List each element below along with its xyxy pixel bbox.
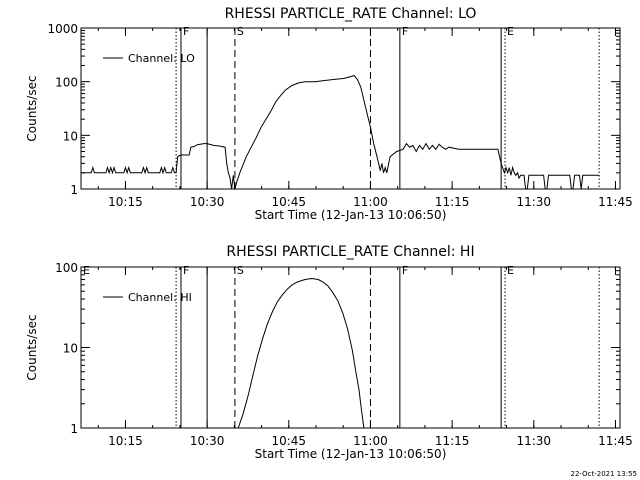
- x-axis-label: Start Time (12-Jan-13 10:06:50): [255, 208, 447, 222]
- y-tick-label: 100: [55, 261, 78, 275]
- event-marker-label: S: [237, 25, 244, 38]
- series-line: [237, 277, 365, 429]
- event-marker-label: F: [402, 25, 408, 38]
- x-tick-label: 11:00: [353, 434, 388, 448]
- x-axis-label: Start Time (12-Jan-13 10:06:50): [255, 447, 447, 461]
- legend-label: Channel: LO: [128, 52, 195, 65]
- y-tick-label: 10: [63, 342, 78, 356]
- x-tick-label: 10:15: [108, 434, 143, 448]
- event-marker-label: S: [237, 264, 244, 277]
- y-axis-label: Counts/sec: [25, 314, 39, 380]
- series-line: [81, 75, 600, 190]
- event-marker-label: F: [183, 264, 189, 277]
- y-tick-label: 1: [70, 183, 78, 197]
- y-tick-label: 1000: [47, 22, 78, 36]
- event-marker-label: E: [507, 264, 514, 277]
- panel-lo: RHESSI PARTICLE_RATE Channel: LO 10:15 10:…: [25, 6, 633, 222]
- chart-title: RHESSI PARTICLE_RATE Channel: LO: [225, 6, 477, 22]
- x-tick-label: 11:15: [435, 195, 470, 209]
- y-tick-label: 10: [63, 129, 78, 143]
- x-tick-label: 10:30: [190, 434, 225, 448]
- y-axis-label: Counts/sec: [25, 75, 39, 141]
- chart-title: RHESSI PARTICLE_RATE Channel: HI: [226, 244, 474, 260]
- legend-label: Channel: HI: [128, 291, 192, 304]
- event-marker-label: F: [402, 264, 408, 277]
- event-marker-label: E: [83, 264, 90, 277]
- x-tick-label: 11:30: [516, 195, 551, 209]
- x-tick-label: 11:00: [353, 195, 388, 209]
- panel-hi: RHESSI PARTICLE_RATE Channel: HI 10:15 10:…: [25, 244, 633, 461]
- x-tick-label: 10:15: [108, 195, 143, 209]
- x-tick-label: 10:30: [190, 195, 225, 209]
- event-marker-label: F: [183, 25, 189, 38]
- x-tick-label: 11:30: [516, 434, 551, 448]
- x-tick-label: 11:45: [598, 195, 633, 209]
- y-tick-label: 100: [55, 76, 78, 90]
- x-tick-label: 10:45: [271, 195, 306, 209]
- plot-frame: [80, 27, 621, 190]
- x-tick-label: 11:45: [598, 434, 633, 448]
- footer-timestamp: 22-Oct-2021 13:55: [571, 470, 637, 478]
- y-tick-label: 1: [70, 422, 78, 436]
- x-tick-label: 11:15: [435, 434, 470, 448]
- event-marker-label: E: [507, 25, 514, 38]
- x-tick-label: 10:45: [271, 434, 306, 448]
